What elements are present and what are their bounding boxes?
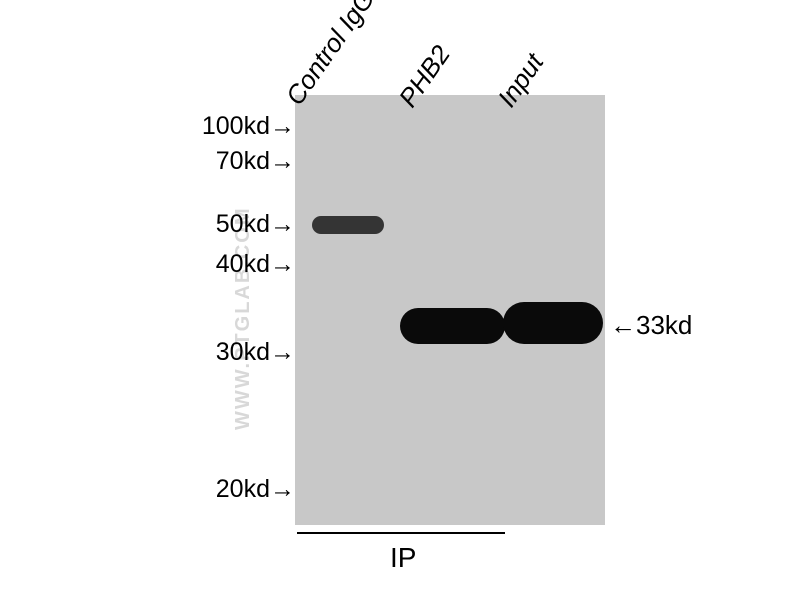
mw-marker-label: 30kd→ (175, 338, 295, 367)
figure-container: WWW.PTGLAB.COM Control IgGPHB2Input 100k… (0, 0, 800, 600)
ip-bracket-line (297, 532, 505, 534)
mw-marker-label: 70kd→ (175, 147, 295, 176)
protein-band (400, 308, 505, 344)
protein-band (503, 302, 603, 344)
protein-band (312, 216, 384, 234)
mw-marker-label: 50kd→ (175, 210, 295, 239)
mw-marker-label: 20kd→ (175, 475, 295, 504)
mw-marker-label: 40kd→ (175, 250, 295, 279)
target-band-label: ←33kd (610, 310, 692, 341)
ip-label: IP (390, 542, 416, 574)
mw-marker-label: 100kd→ (175, 112, 295, 141)
watermark: WWW.PTGLAB.COM (232, 206, 255, 430)
